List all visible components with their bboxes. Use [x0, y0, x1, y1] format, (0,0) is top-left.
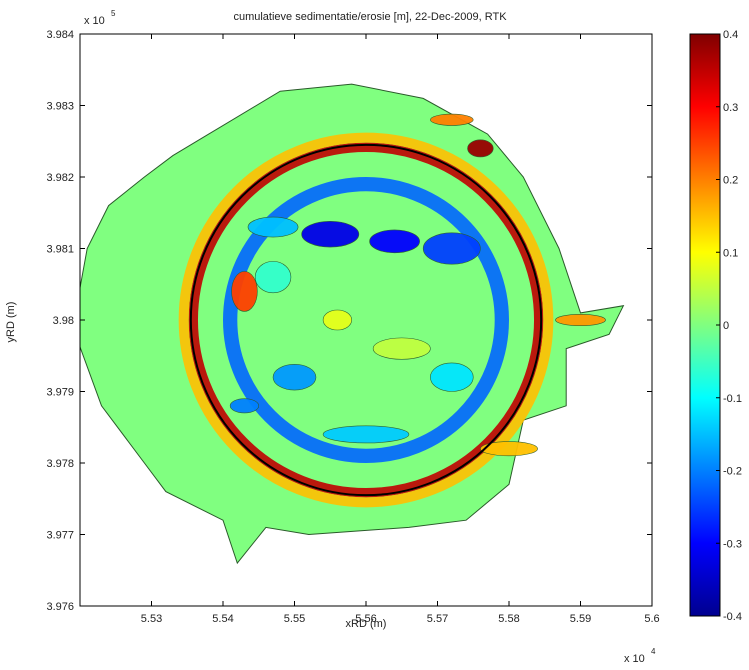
x-axis-ticks: 5.53 5.54 5.55 5.56 5.57 5.58 5.59 5.6 [141, 34, 660, 625]
blob-feature-6 [247, 216, 299, 238]
blob-feature-11 [430, 362, 474, 392]
y-tick-label: 3.984 [46, 29, 74, 41]
y-tick-label: 3.98 [53, 315, 74, 327]
x-tick-label: 5.56 [355, 613, 376, 625]
blob-feature-4 [369, 229, 420, 254]
blob-feature-10 [372, 337, 431, 360]
y-tick-label: 3.977 [46, 530, 74, 542]
y-multiplier-exponent: 5 [111, 9, 116, 18]
x-tick-label: 5.57 [427, 613, 448, 625]
colorbar-tick-label: 0.1 [723, 247, 738, 259]
colorbar-tick-label: -0.4 [723, 611, 742, 623]
x-tick-label: 5.53 [141, 613, 162, 625]
y-tick-label: 3.978 [46, 458, 74, 470]
x-tick-label: 5.59 [570, 613, 591, 625]
blob-feature-15 [467, 139, 494, 158]
y-tick-label: 3.981 [46, 244, 74, 256]
colorbar-tick-label: 0.3 [723, 102, 738, 114]
blob-feature-18 [480, 441, 538, 457]
ring-feature-1 [178, 132, 554, 508]
x-axis-label: xRD (m) [346, 618, 387, 630]
y-tick-label: 3.982 [46, 172, 74, 184]
x-tick-label: 5.6 [644, 613, 659, 625]
x-tick-label: 5.58 [498, 613, 519, 625]
ring-feature-2 [222, 176, 510, 464]
colorbar-tick-label: 0.2 [723, 175, 738, 187]
colorbar-tick-label: -0.3 [723, 538, 742, 550]
y-axis-label: yRD (m) [5, 302, 17, 343]
y-tick-label: 3.976 [46, 601, 74, 613]
reference-circle-layer [189, 143, 543, 497]
x-tick-label: 5.55 [284, 613, 305, 625]
chart-title: cumulatieve sedimentatie/erosie [m], 22-… [233, 11, 507, 23]
ring-feature-0 [188, 142, 544, 498]
blob-feature-16 [430, 113, 474, 126]
colorbar-tick-label: 0.4 [723, 29, 738, 41]
colorbar-tick-label: 0 [723, 320, 729, 332]
colorbar-tick-label: -0.1 [723, 393, 742, 405]
colorbar-gradient [689, 33, 721, 617]
blob-feature-9 [229, 398, 260, 414]
blob-feature-12 [322, 425, 410, 444]
feature-layer [178, 113, 606, 508]
blob-feature-5 [422, 232, 481, 265]
y-tick-label: 3.979 [46, 387, 74, 399]
colorbar-ticks: 0.4 0.3 0.2 0.1 0 -0.1 -0.2 -0.3 -0.4 [716, 29, 742, 623]
blob-feature-8 [272, 364, 317, 391]
y-multiplier: x 10 [84, 15, 105, 27]
reference-circle [189, 143, 543, 497]
blob-feature-13 [254, 261, 292, 294]
blob-feature-17 [555, 313, 606, 327]
y-tick-label: 3.983 [46, 101, 74, 113]
colorbar: 0.4 0.3 0.2 0.1 0 -0.1 -0.2 -0.3 -0.4 [689, 29, 742, 623]
blob-feature-14 [322, 309, 353, 331]
colorbar-tick-label: -0.2 [723, 466, 742, 478]
plot-area [80, 83, 625, 565]
x-multiplier-exponent: 4 [651, 647, 656, 656]
y-axis-ticks: 3.976 3.977 3.978 3.979 3.98 3.981 3.982 3.983 3… [46, 29, 652, 613]
x-multiplier: x 10 [624, 653, 645, 665]
blob-feature-3 [301, 221, 360, 248]
blob-feature-7 [231, 271, 258, 312]
x-tick-label: 5.54 [212, 613, 233, 625]
